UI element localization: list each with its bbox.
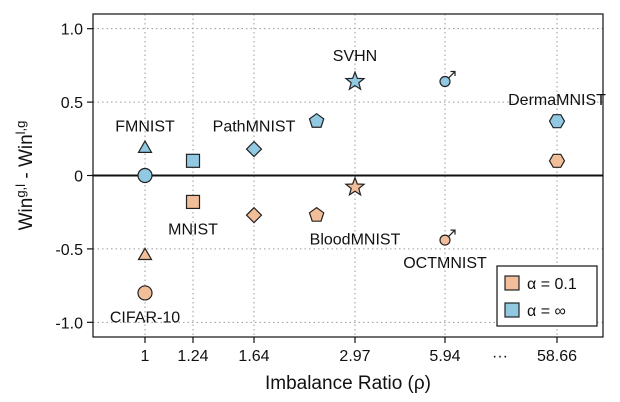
y-axis-label-mid: - Win	[16, 134, 37, 184]
legend-swatch-alpha-inf	[504, 302, 520, 318]
point-octmnist-alpha-0-1	[439, 229, 456, 246]
annotation-cifar-10: CIFAR-10	[110, 309, 180, 326]
dataset-annotations: CIFAR-10 FMNIST MNIST PathMNIST SVHN BloodMNI…	[110, 48, 606, 326]
point-bloodmnist-alpha-inf	[308, 112, 325, 128]
point-dermamnist-alpha-0-1	[548, 153, 566, 168]
y-axis-label: Wing,l - Winl,g	[13, 121, 38, 231]
x-tick-label: 5.94	[429, 348, 460, 365]
annotation-bloodmnist: BloodMNIST	[310, 232, 401, 249]
data-points	[137, 70, 566, 301]
y-axis-label-win-1: Win	[16, 198, 37, 231]
y-tick-label: -1.0	[55, 315, 83, 332]
y-tick-label: 0.5	[61, 95, 83, 112]
y-tick-label: 0	[74, 169, 83, 186]
x-tick-label: 1.64	[238, 348, 269, 365]
point-mnist-alpha-inf	[185, 153, 201, 168]
point-fmnist-alpha-0-1	[137, 247, 153, 261]
x-axis-ticks: 1 1.24 1.64 2.97 5.94 ··· 58.66	[141, 337, 577, 365]
point-octmnist-alpha-inf	[439, 70, 456, 88]
annotation-octmnist: OCTMNIST	[403, 255, 487, 272]
x-tick-label: 58.66	[537, 348, 577, 365]
x-axis-label: Imbalance Ratio (ρ)	[265, 373, 431, 394]
x-tick-label: 1	[141, 348, 150, 365]
point-pathmnist-alpha-0-1	[245, 206, 263, 224]
annotation-pathmnist: PathMNIST	[213, 119, 296, 136]
x-tick-label: 2.97	[339, 348, 370, 365]
point-cifar-10-alpha-inf	[137, 167, 153, 184]
point-pathmnist-alpha-inf	[245, 140, 263, 158]
annotation-svhn: SVHN	[333, 48, 377, 65]
y-axis-label-sup-2: l,g	[13, 121, 28, 135]
annotation-mnist: MNIST	[168, 221, 218, 238]
point-bloodmnist-alpha-0-1	[308, 206, 325, 222]
y-axis-label-sup-1: g,l	[13, 184, 28, 198]
point-mnist-alpha-0-1	[185, 194, 201, 210]
x-tick-label: ···	[492, 348, 508, 365]
annotation-fmnist: FMNIST	[115, 119, 175, 136]
y-axis-ticks: 1.0 0.5 0 -0.5 -1.0	[55, 22, 93, 332]
point-cifar-10-alpha-0-1	[137, 285, 153, 301]
legend: α = 0.1 α = ∞	[496, 265, 598, 327]
legend-label-alpha-inf: α = ∞	[527, 303, 566, 320]
point-dermamnist-alpha-inf	[548, 114, 566, 129]
y-tick-label: -0.5	[55, 242, 83, 259]
legend-label-alpha-0-1: α = 0.1	[527, 276, 577, 293]
point-fmnist-alpha-inf	[137, 139, 153, 153]
legend-swatch-alpha-0-1	[504, 275, 520, 291]
x-tick-label: 1.24	[177, 348, 208, 365]
point-svhn-alpha-inf	[344, 70, 366, 91]
point-svhn-alpha-0-1	[344, 176, 366, 197]
annotation-dermamnist: DermaMNIST	[508, 92, 606, 109]
y-tick-label: 1.0	[61, 22, 83, 39]
